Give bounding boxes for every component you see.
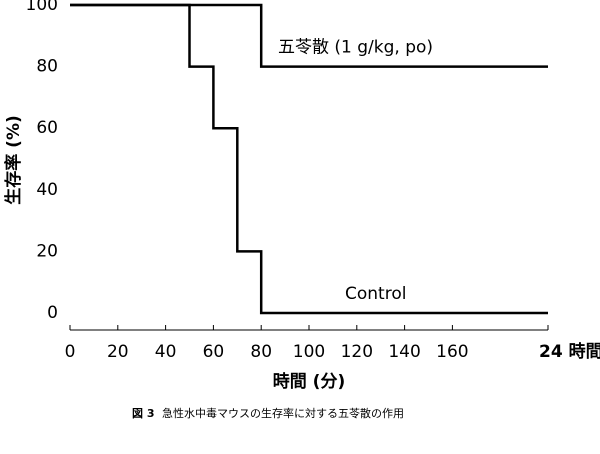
x-tick-label: 160 (436, 342, 468, 362)
x-tick-label: 24 時間 (539, 341, 600, 362)
x-tick-label: 60 (203, 342, 225, 362)
x-tick-label: 0 (65, 342, 76, 362)
x-tick-label: 20 (107, 342, 129, 362)
caption: 急性水中毒マウスの生存率に対する五苓散の作用 (162, 406, 404, 420)
y-tick-label: 80 (36, 57, 58, 77)
y-tick-label: 20 (36, 241, 58, 261)
y-axis-label: 生存率 (%) (3, 115, 24, 205)
x-axis-label: 時間 (分) (273, 371, 345, 392)
y-tick-label: 40 (36, 180, 58, 200)
x-tick-label: 140 (388, 342, 420, 362)
series-label: 五苓散 (1 g/kg, po) (278, 38, 433, 58)
x-tick-label: 80 (250, 342, 272, 362)
x-tick-label: 100 (293, 342, 325, 362)
x-tick-label: 40 (155, 342, 177, 362)
series-label: Control (345, 284, 406, 304)
y-tick-label: 60 (36, 118, 58, 138)
survival-line (70, 3, 548, 315)
x-tick-label: 120 (341, 342, 373, 362)
y-tick-label: 0 (47, 303, 58, 323)
y-tick-label: 100 (26, 0, 58, 15)
caption-number: 図 3 (132, 406, 154, 420)
